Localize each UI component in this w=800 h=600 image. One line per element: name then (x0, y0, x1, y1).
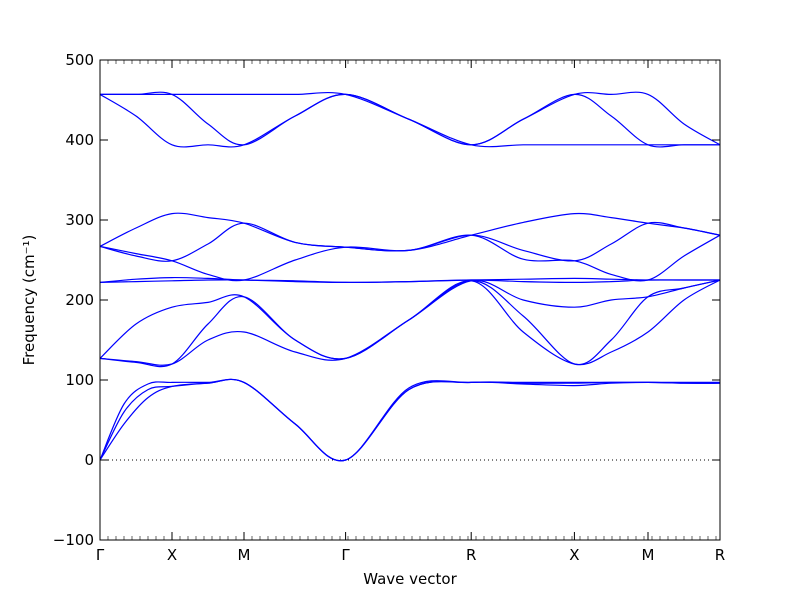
y-tick-label: 100 (65, 371, 94, 389)
plot-frame (99, 59, 721, 541)
band-line-4 (100, 279, 720, 366)
y-tick-label: 400 (65, 131, 94, 149)
band-line-5 (100, 279, 720, 368)
y-tick-label: 200 (65, 291, 94, 309)
x-tick-label: X (167, 546, 177, 564)
x-axis-label: Wave vector (363, 570, 457, 588)
series-layer (100, 91, 720, 462)
x-tick-label: R (466, 546, 476, 564)
band-line-13 (100, 93, 720, 148)
x-tick-label: Γ (341, 546, 350, 564)
x-tick-label: M (642, 546, 655, 564)
band-line-14 (100, 91, 720, 148)
band-line-6 (100, 279, 720, 360)
y-tick-label: 500 (65, 51, 94, 69)
x-tick-label: Γ (96, 546, 105, 564)
band-line-10 (100, 221, 720, 262)
band-line-1 (100, 378, 720, 462)
band-line-11 (100, 212, 720, 252)
x-tick-label: X (569, 546, 579, 564)
x-tick-label: R (715, 546, 725, 564)
band-line-12 (100, 91, 720, 146)
band-line-8 (100, 276, 720, 284)
minor-tick-marks (99, 60, 717, 540)
y-tick-label: 300 (65, 211, 94, 229)
y-axis: −100 0 100 200 300 400 500 (53, 51, 720, 549)
y-tick-label: −100 (53, 531, 94, 549)
band-line-3 (100, 378, 720, 462)
band-line-9 (100, 234, 720, 282)
y-axis-label: Frequency (cm⁻¹) (20, 235, 38, 366)
y-tick-label: 0 (84, 451, 94, 469)
band-line-2 (100, 378, 720, 462)
x-tick-label: M (238, 546, 251, 564)
